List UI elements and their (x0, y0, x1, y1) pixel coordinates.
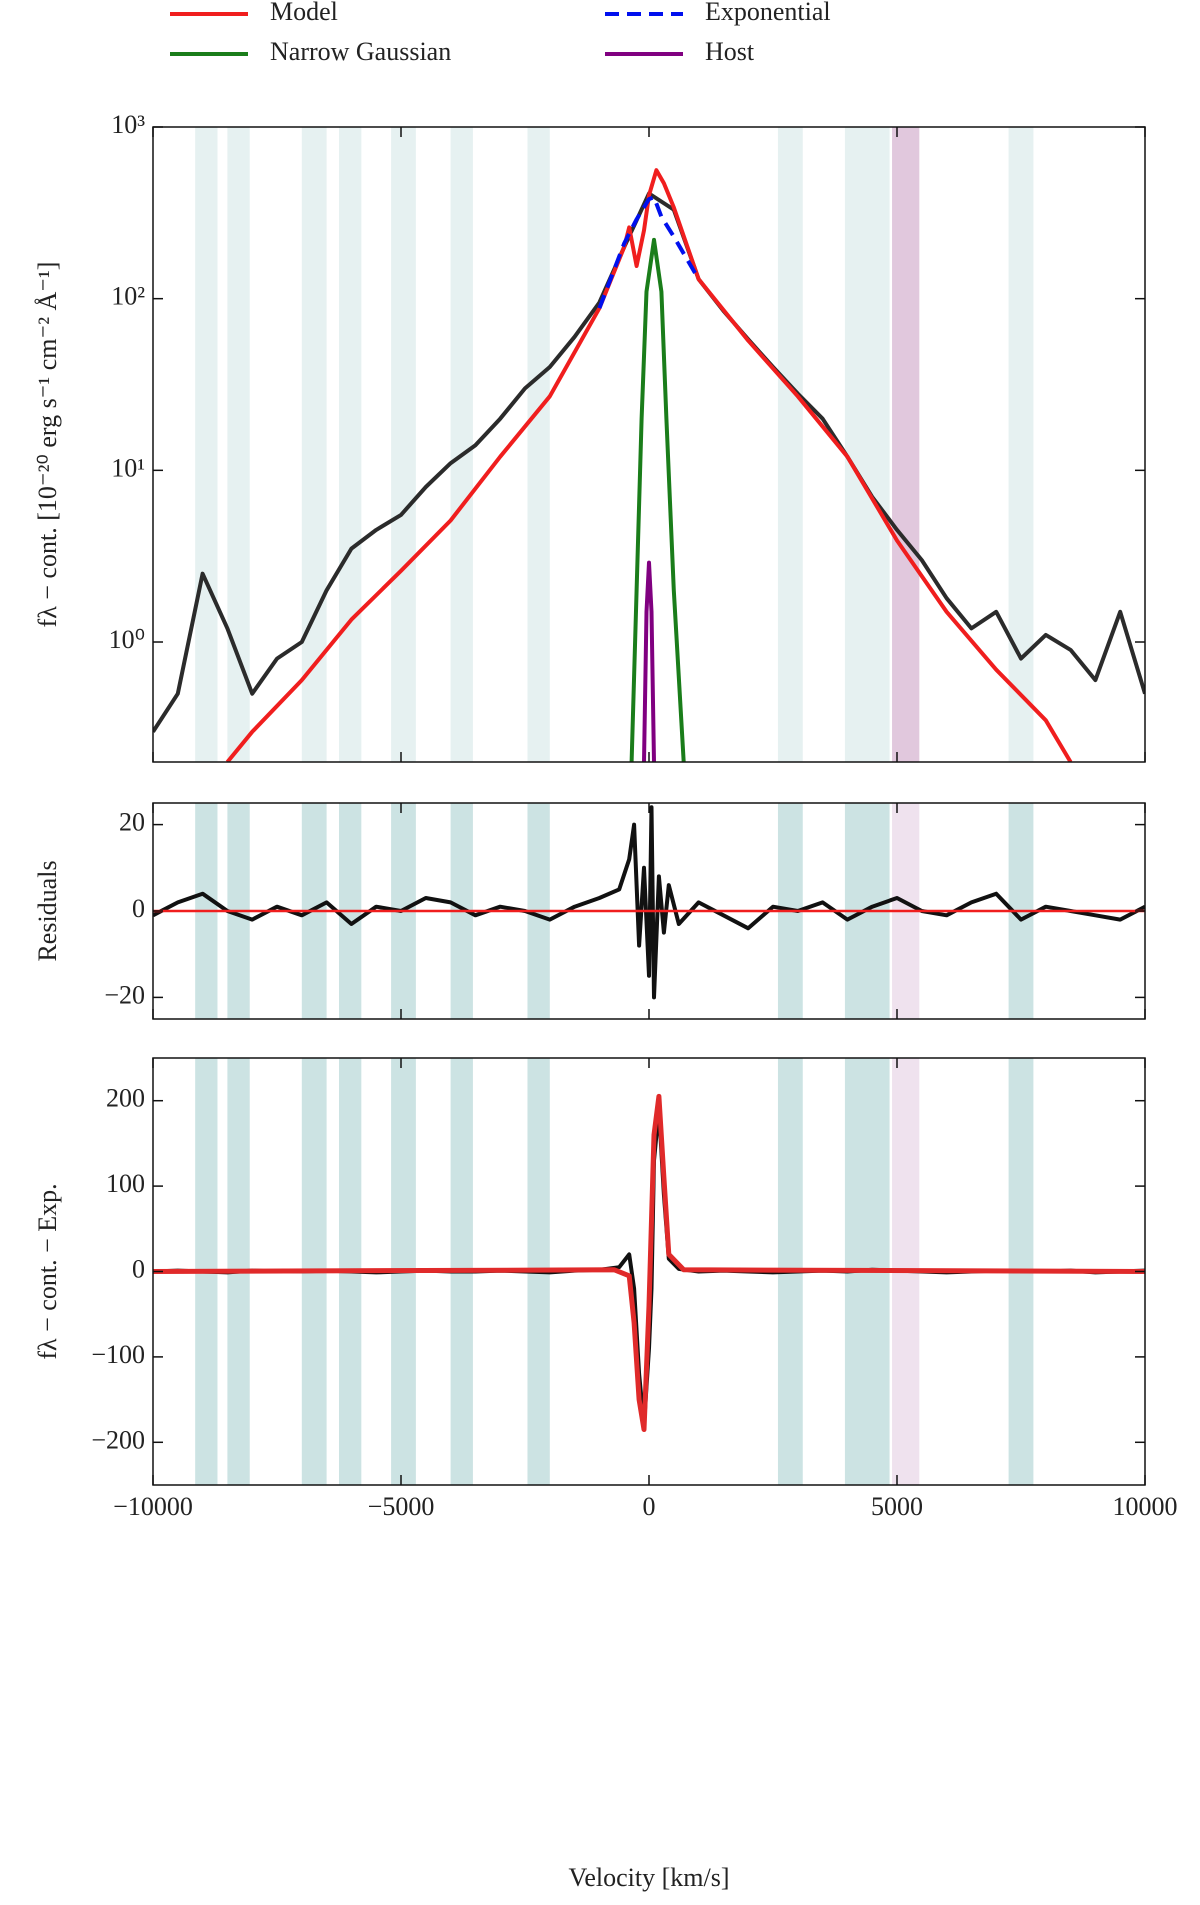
masked-region (527, 127, 550, 762)
y-tick-label: 100 (106, 1169, 145, 1198)
x-tick-label: 10000 (1113, 1492, 1178, 1521)
y-tick-label: −20 (104, 980, 145, 1009)
y-tick-label: 10³ (111, 110, 145, 139)
y-tick-label: −200 (91, 1425, 145, 1454)
y-axis-label: fλ − cont. − Exp. (33, 1183, 62, 1359)
y-tick-label: −100 (91, 1340, 145, 1369)
x-tick-label: 0 (643, 1492, 656, 1521)
legend-label: Host (705, 37, 755, 66)
x-tick-label: −10000 (113, 1492, 193, 1521)
y-axis-label: Residuals (33, 860, 62, 961)
masked-region (450, 127, 473, 762)
x-axis-label: Velocity [km/s] (568, 1863, 729, 1892)
legend-label: Exponential (705, 0, 831, 26)
masked-region (1008, 127, 1034, 762)
series-line (225, 168, 1073, 762)
y-tick-label: 200 (106, 1084, 145, 1113)
y-tick-label: 10⁰ (109, 625, 145, 654)
y-tick-label: 0 (132, 1254, 145, 1283)
plot-area (153, 127, 1145, 762)
masked-region (844, 127, 890, 762)
masked-region (777, 127, 803, 762)
series-line (642, 560, 656, 762)
host-region (892, 127, 920, 762)
masked-region (227, 127, 250, 762)
model-line (153, 1093, 1145, 1432)
plot-area (153, 803, 1145, 1019)
observed-data (153, 805, 1145, 1000)
masked-region (195, 127, 218, 762)
plot-area (153, 1058, 1145, 1485)
x-tick-label: −5000 (368, 1492, 435, 1521)
y-tick-label: 0 (132, 894, 145, 923)
masked-region (339, 127, 362, 762)
series-line (629, 237, 686, 762)
legend-label: Narrow Gaussian (270, 37, 451, 66)
y-tick-label: 10² (111, 282, 145, 311)
series-line (597, 195, 701, 309)
x-tick-label: 5000 (871, 1492, 923, 1521)
legend-label: Model (270, 0, 338, 26)
y-tick-label: 10¹ (111, 453, 145, 482)
y-axis-label: fλ − cont. [10⁻²⁰ erg s⁻¹ cm⁻² Å⁻¹] (33, 262, 62, 628)
y-tick-label: 20 (119, 808, 145, 837)
masked-region (391, 127, 416, 762)
